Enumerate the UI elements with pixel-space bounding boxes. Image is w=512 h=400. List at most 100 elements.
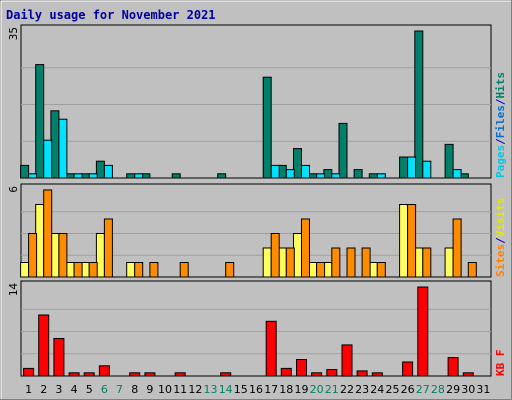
hits-bar-files bbox=[58, 118, 68, 179]
day-label: 3 bbox=[55, 383, 62, 396]
hits-bar-files bbox=[452, 169, 462, 179]
kbytes-bar-kb-f bbox=[417, 286, 429, 377]
visits-bar-sites bbox=[88, 262, 98, 278]
hits-bar-files bbox=[103, 164, 113, 179]
visits-legend: Sites/Visits bbox=[494, 198, 507, 278]
chart-title: Daily usage for November 2021 bbox=[6, 8, 216, 22]
day-label: 5 bbox=[86, 383, 93, 396]
visits-ymax-label: 6 bbox=[7, 186, 20, 193]
visits-bar-sites bbox=[452, 218, 462, 278]
visits-bar-sites bbox=[331, 247, 341, 278]
visits-legend-item: Visits bbox=[494, 198, 507, 238]
visits-bar-sites bbox=[28, 233, 38, 278]
hits-bar-files bbox=[422, 160, 432, 179]
visits-bar-sites bbox=[361, 247, 371, 278]
hits-bar-files bbox=[285, 169, 295, 179]
kbytes-bar-kb-f bbox=[68, 372, 80, 377]
visits-bar-sites bbox=[270, 233, 280, 278]
kbytes-bar-kb-f bbox=[83, 372, 95, 377]
visits-bar-sites bbox=[376, 262, 386, 278]
hits-plot-area bbox=[20, 24, 492, 179]
visits-bar-visits bbox=[399, 204, 409, 278]
hits-legend-item: / bbox=[494, 98, 507, 105]
visits-bar-sites bbox=[58, 233, 68, 278]
hits-legend-item: Hits bbox=[494, 72, 507, 99]
day-label: 22 bbox=[340, 383, 354, 396]
hits-bar-hits bbox=[262, 76, 272, 179]
day-label: 29 bbox=[446, 383, 460, 396]
kbytes-bar-kb-f bbox=[296, 359, 307, 377]
visits-bar-visits bbox=[126, 262, 136, 278]
hits-bar-files bbox=[316, 173, 326, 179]
visits-bar-sites bbox=[103, 218, 113, 278]
visits-bar-sites bbox=[346, 247, 356, 278]
day-label: 24 bbox=[370, 383, 384, 396]
day-label: 30 bbox=[461, 383, 475, 396]
hits-bar-hits bbox=[126, 173, 136, 179]
hits-bar-files bbox=[331, 173, 341, 179]
hits-legend-item: Files bbox=[494, 105, 507, 138]
visits-bar-sites bbox=[43, 189, 53, 278]
visits-bar-sites bbox=[73, 262, 83, 278]
kbytes-bar-kb-f bbox=[356, 370, 368, 377]
kbytes-bar-kb-f bbox=[326, 369, 338, 377]
hits-legend-item: Pages bbox=[494, 145, 507, 178]
kbytes-bar-kb-f bbox=[311, 372, 323, 377]
hits-bar-files bbox=[88, 173, 98, 179]
kbytes-bar-kb-f bbox=[129, 372, 141, 377]
hits-bar-hits bbox=[35, 64, 45, 179]
visits-bar-sites bbox=[285, 247, 295, 278]
hits-bar-files bbox=[73, 173, 83, 179]
kbytes-bar-kb-f bbox=[280, 367, 292, 377]
panel-visits: 6 Sites/Visits bbox=[7, 183, 507, 278]
hits-legend: Pages/Files/Hits bbox=[494, 72, 507, 178]
visits-bar-sites bbox=[149, 262, 159, 278]
kbytes-bar-kb-f bbox=[402, 361, 414, 377]
hits-bar-files bbox=[270, 164, 280, 179]
hits-bar-files bbox=[28, 173, 38, 179]
day-label: 12 bbox=[188, 383, 202, 396]
hits-legend-item: / bbox=[494, 138, 507, 145]
day-label: 28 bbox=[431, 383, 445, 396]
kbytes-plot-area bbox=[20, 280, 492, 377]
kbytes-bar-kb-f bbox=[174, 372, 186, 377]
visits-bar-sites bbox=[134, 262, 144, 278]
kbytes-bar-kb-f bbox=[23, 367, 35, 377]
hits-bar-hits bbox=[338, 122, 348, 179]
visits-bar-sites bbox=[301, 218, 310, 278]
hits-bar-files bbox=[134, 173, 144, 179]
hits-bar-files bbox=[407, 156, 417, 179]
visits-bar-sites bbox=[467, 262, 477, 278]
kbytes-bar-kb-f bbox=[447, 357, 459, 377]
day-label: 9 bbox=[146, 383, 153, 396]
hits-bar-hits bbox=[444, 143, 454, 179]
day-label: 25 bbox=[386, 383, 400, 396]
day-label: 10 bbox=[158, 383, 172, 396]
hits-bar-hits bbox=[20, 164, 30, 179]
visits-bar-visits bbox=[262, 247, 272, 278]
visits-bar-visits bbox=[444, 247, 454, 278]
kbytes-ymax-label: 14 bbox=[7, 283, 20, 297]
hits-ymax-label: 35 bbox=[7, 27, 20, 40]
hits-bar-hits bbox=[368, 173, 378, 179]
day-label: 1 bbox=[25, 383, 32, 396]
hits-bar-hits bbox=[217, 173, 227, 179]
hits-bar-files bbox=[43, 139, 53, 179]
day-label: 18 bbox=[279, 383, 293, 396]
kbytes-bar-kb-f bbox=[462, 372, 474, 377]
visits-bar-sites bbox=[225, 262, 235, 278]
day-label: 16 bbox=[249, 383, 263, 396]
day-label: 19 bbox=[295, 383, 309, 396]
kbytes-bar-kb-f bbox=[38, 314, 50, 377]
day-label: 11 bbox=[173, 383, 187, 396]
day-label: 7 bbox=[116, 383, 123, 396]
hits-bar-hits bbox=[399, 156, 409, 179]
visits-bar-sites bbox=[179, 262, 189, 278]
day-label: 17 bbox=[264, 383, 278, 396]
visits-legend-item: Sites bbox=[494, 244, 507, 277]
kbytes-legend: KB F bbox=[494, 350, 507, 377]
day-label: 2 bbox=[40, 383, 47, 396]
kbytes-bar-kb-f bbox=[98, 365, 110, 377]
